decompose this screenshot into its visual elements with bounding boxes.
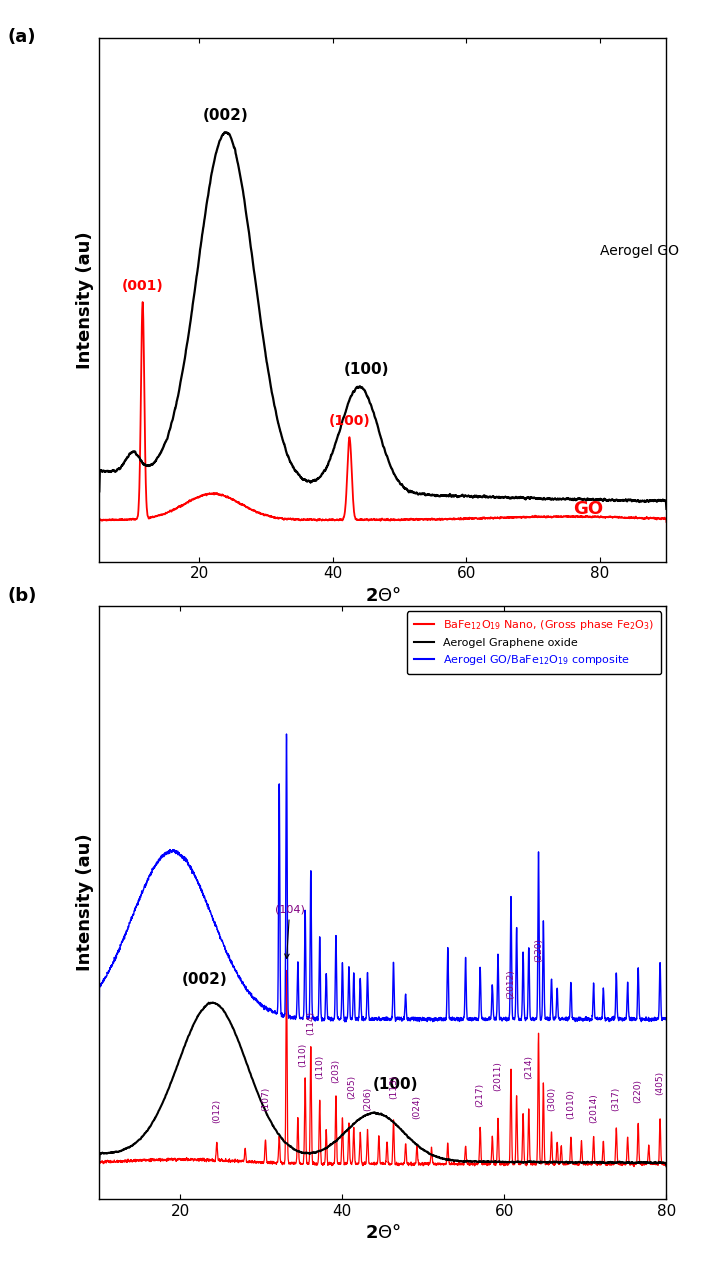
Text: (110): (110): [316, 1055, 324, 1079]
Y-axis label: Intensity (au): Intensity (au): [76, 833, 94, 972]
Text: (317): (317): [612, 1087, 620, 1111]
Text: (300): (300): [547, 1087, 556, 1111]
Text: (220): (220): [534, 939, 543, 963]
Legend: BaFe$_{12}$O$_{19}$ Nano, (Gross phase Fe$_2$O$_3$), Aerogel Graphene oxide, Aer: BaFe$_{12}$O$_{19}$ Nano, (Gross phase F…: [407, 611, 661, 674]
Text: (100): (100): [372, 1078, 418, 1092]
Text: (024): (024): [413, 1094, 421, 1118]
Text: (100): (100): [328, 414, 370, 428]
Text: (113): (113): [389, 1074, 398, 1099]
Text: (100): (100): [343, 362, 389, 377]
Text: (a): (a): [7, 28, 35, 45]
Text: (110): (110): [298, 1042, 307, 1066]
Y-axis label: Intensity (au): Intensity (au): [76, 231, 94, 369]
Text: (012): (012): [212, 1099, 221, 1123]
Text: (001): (001): [122, 279, 164, 293]
Text: (405): (405): [656, 1070, 664, 1094]
Text: (205): (205): [347, 1074, 357, 1099]
X-axis label: 2$\Theta$°: 2$\Theta$°: [364, 587, 401, 604]
Text: (104): (104): [275, 905, 305, 958]
Text: (002): (002): [203, 107, 249, 122]
Text: (214): (214): [524, 1055, 533, 1079]
Text: (114): (114): [306, 1011, 316, 1035]
Text: (220): (220): [634, 1079, 642, 1103]
Text: (206): (206): [363, 1087, 372, 1111]
Text: (107): (107): [261, 1087, 270, 1111]
Text: (1010): (1010): [566, 1089, 575, 1118]
Text: (217): (217): [476, 1083, 484, 1107]
Text: (2014): (2014): [589, 1093, 598, 1123]
Text: (002): (002): [182, 972, 228, 987]
Text: GO: GO: [573, 501, 603, 519]
Text: Aerogel GO: Aerogel GO: [600, 244, 679, 257]
Text: (203): (203): [331, 1059, 340, 1083]
X-axis label: 2$\Theta$°: 2$\Theta$°: [364, 1224, 401, 1242]
Text: (2012): (2012): [506, 969, 515, 998]
Text: (2011): (2011): [493, 1061, 503, 1090]
Text: (b): (b): [7, 587, 36, 604]
